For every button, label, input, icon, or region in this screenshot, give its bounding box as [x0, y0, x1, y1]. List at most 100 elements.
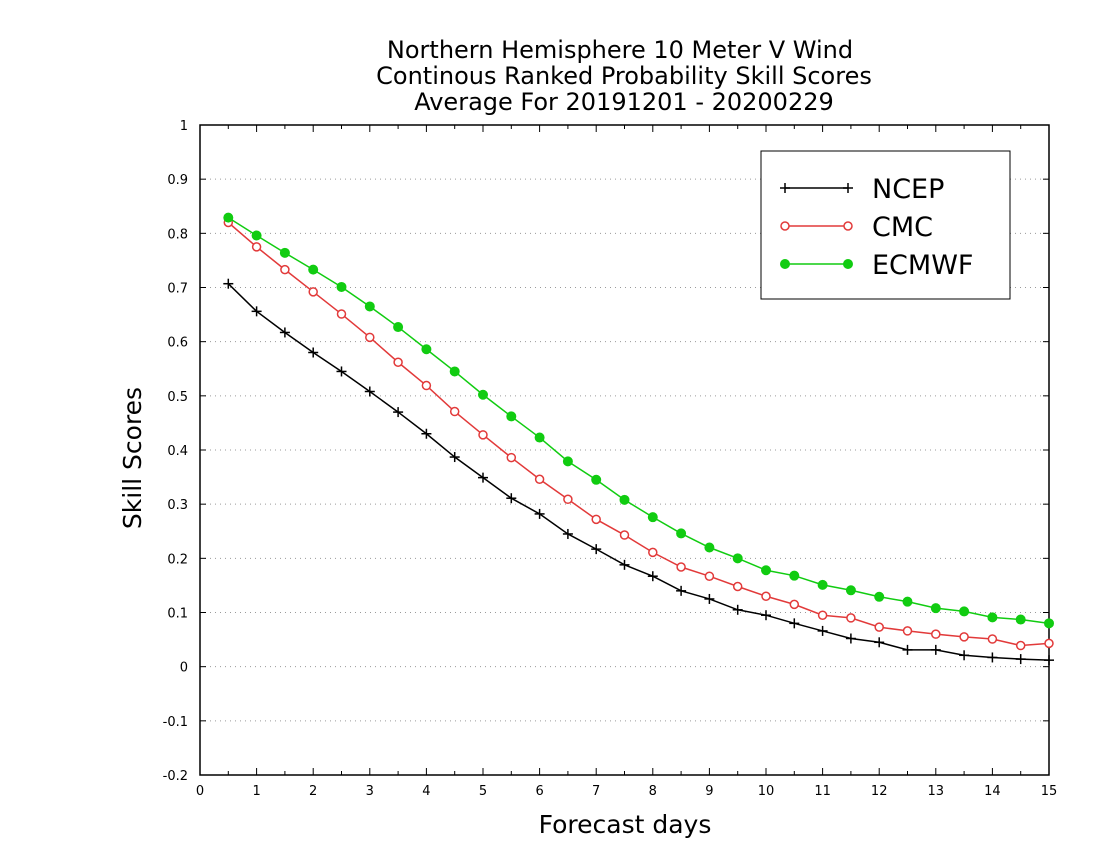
chart-title: Northern Hemisphere 10 Meter V Wind Cont… — [376, 36, 872, 116]
y-tick-label: -0.1 — [163, 715, 188, 730]
legend-marker-ecmwf — [843, 259, 853, 269]
data-point-ecmwf — [336, 281, 347, 292]
data-point-cmc — [591, 514, 601, 525]
legend-marker-ncep — [843, 183, 853, 193]
data-point-cmc — [1044, 638, 1054, 649]
legend-label-ncep: NCEP — [872, 174, 944, 205]
data-point-ncep — [449, 452, 460, 463]
y-tick-label: 0.4 — [167, 444, 188, 459]
series-ecmwf — [223, 212, 1054, 629]
title-line-1: Northern Hemisphere 10 Meter V Wind — [387, 36, 853, 64]
data-point-ecmwf — [789, 570, 800, 581]
data-point-ecmwf — [676, 528, 687, 539]
data-point-ncep — [308, 347, 319, 358]
x-axis-title: Forecast days — [539, 810, 712, 839]
data-point-ecmwf — [732, 553, 743, 564]
data-point-ecmwf — [761, 565, 771, 576]
x-tick-label: 7 — [592, 784, 600, 799]
x-tick-label: 4 — [422, 784, 430, 799]
data-point-ncep — [930, 644, 941, 655]
y-tick-label: 0.6 — [167, 336, 188, 351]
data-point-ecmwf — [279, 247, 290, 258]
x-tick-label: 2 — [309, 784, 317, 799]
x-tick-label: 13 — [928, 784, 945, 799]
data-point-cmc — [449, 406, 460, 417]
y-tick-label: 0.2 — [167, 552, 188, 567]
series-cmc — [223, 217, 1054, 651]
data-point-ncep — [336, 366, 347, 377]
data-point-ecmwf — [647, 512, 658, 523]
y-tick-label: 0.5 — [167, 390, 188, 405]
x-tick-label: 0 — [196, 784, 204, 799]
data-point-cmc — [478, 430, 488, 440]
data-point-ncep — [619, 559, 630, 570]
data-point-ncep — [874, 637, 885, 648]
data-point-ecmwf — [619, 494, 630, 505]
legend-marker-cmc — [843, 221, 853, 231]
data-point-cmc — [704, 571, 715, 581]
data-point-ecmwf — [393, 322, 404, 333]
data-point-cmc — [534, 474, 545, 484]
data-point-cmc — [308, 287, 318, 297]
data-point-ecmwf — [959, 606, 970, 617]
x-tick-label: 10 — [758, 784, 775, 799]
data-point-ecmwf — [902, 596, 913, 607]
data-point-ncep — [902, 644, 913, 655]
data-point-ecmwf — [478, 389, 488, 400]
data-point-ecmwf — [874, 591, 885, 602]
y-tick-label: 0.1 — [167, 607, 188, 622]
y-tick-label: 0 — [180, 661, 188, 676]
data-point-cmc — [902, 626, 913, 636]
data-point-cmc — [365, 332, 375, 343]
y-tick-label: 0.9 — [167, 173, 188, 188]
legend-marker-cmc — [780, 221, 790, 231]
data-point-ncep — [647, 571, 658, 582]
legend-label-cmc: CMC — [872, 212, 933, 243]
data-point-cmc — [251, 242, 262, 252]
legend-marker-ecmwf — [780, 259, 790, 269]
data-point-ncep — [676, 585, 687, 596]
data-point-ecmwf — [449, 366, 460, 377]
legend: NCEP CMC ECMWF — [760, 150, 1011, 300]
data-point-ncep — [421, 428, 432, 439]
data-point-ecmwf — [987, 612, 998, 623]
data-point-ncep — [1015, 654, 1026, 665]
data-point-ncep — [251, 306, 262, 317]
x-tick-label: 3 — [366, 784, 374, 799]
legend-item-ncep: NCEP — [780, 174, 944, 205]
data-point-ecmwf — [421, 344, 432, 355]
x-tick-label: 1 — [252, 784, 260, 799]
x-tick-label: 8 — [649, 784, 657, 799]
data-point-ncep — [959, 650, 970, 661]
data-point-ncep — [534, 508, 545, 519]
data-point-ncep — [562, 528, 573, 539]
x-tick-label: 6 — [535, 784, 543, 799]
data-point-ecmwf — [591, 474, 602, 485]
y-tick-label: 0.7 — [167, 282, 188, 297]
series-line-ncep — [227, 283, 1050, 661]
data-point-cmc — [676, 562, 686, 572]
plot-series — [223, 212, 1054, 666]
data-point-cmc — [393, 357, 403, 367]
data-point-cmc — [846, 613, 856, 623]
data-point-ecmwf — [251, 230, 262, 241]
data-point-ecmwf — [845, 585, 856, 596]
data-point-ncep — [591, 544, 602, 555]
y-tick-label: 0.3 — [167, 498, 188, 513]
data-point-cmc — [789, 599, 800, 610]
axes: -0.2-0.100.10.20.30.40.50.60.70.80.910 1 2… — [163, 119, 1058, 799]
data-point-ecmwf — [308, 264, 319, 275]
data-point-ecmwf — [562, 456, 573, 467]
x-tick-label: 11 — [814, 784, 831, 799]
data-point-cmc — [931, 629, 941, 639]
y-tick-label: 0.8 — [167, 227, 188, 242]
data-point-cmc — [563, 494, 573, 505]
data-point-ncep — [987, 652, 998, 663]
data-point-ncep — [761, 610, 771, 621]
data-point-ecmwf — [817, 579, 828, 590]
data-point-ncep — [223, 278, 234, 289]
data-point-ncep — [704, 593, 715, 604]
data-point-ncep — [478, 472, 488, 483]
data-point-ncep — [817, 625, 828, 636]
